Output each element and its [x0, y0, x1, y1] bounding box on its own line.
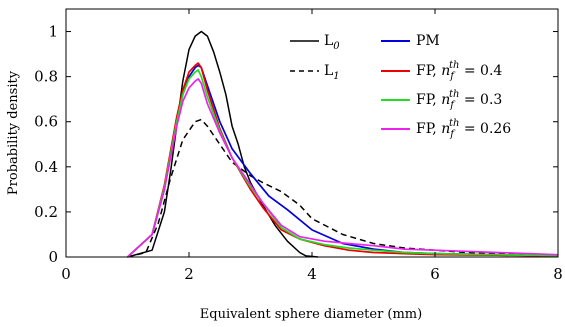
legend-label: L1: [324, 63, 340, 82]
legend-var: n: [441, 92, 450, 108]
plot-lines: [126, 30, 559, 258]
series-line-1: [127, 118, 559, 258]
legend-sub: 0: [333, 41, 340, 52]
legend-main: L: [324, 63, 333, 79]
legend-var-sub: f: [449, 129, 456, 140]
legend-main: FP,: [416, 92, 441, 108]
legend-sup: th: [449, 60, 459, 71]
axes: 0 2 4 6 8 0 0.2 0.4 0.6 0.8 1: [34, 9, 563, 283]
legend-value: = 0.4: [459, 63, 502, 79]
legend-label: PM: [416, 33, 440, 49]
legend-sup: th: [449, 118, 459, 129]
legend-entry-0: L0: [290, 33, 340, 52]
y-tick-label: 0: [48, 248, 58, 266]
y-tick-label: 0.8: [34, 68, 58, 86]
x-tick-label: 6: [430, 265, 440, 283]
x-tick-label: 4: [307, 265, 317, 283]
legend-label: L0: [324, 33, 340, 52]
y-axis-label: Probability density: [6, 70, 21, 195]
legend-value: = 0.3: [459, 92, 502, 108]
legend-main: FP,: [416, 63, 441, 79]
y-tick-label: 0.6: [34, 113, 58, 131]
x-axis-label: Equivalent sphere diameter (mm): [200, 307, 422, 322]
y-tick-label: 0.4: [34, 158, 58, 176]
legend-label: FP, nfth = 0.3: [416, 89, 502, 111]
legend-sup: th: [449, 89, 459, 100]
legend-main: L: [324, 33, 333, 49]
series-line-0: [127, 30, 319, 258]
legend-value: = 0.26: [459, 121, 511, 137]
legend-main: FP,: [416, 121, 441, 137]
legend-var-sub: f: [449, 100, 456, 111]
x-tick-label: 2: [184, 265, 194, 283]
y-tick-label: 1: [48, 23, 58, 41]
y-tick-label: 0.2: [34, 203, 58, 221]
series-line-5: [126, 78, 559, 258]
legend-label: FP, nfth = 0.26: [416, 118, 511, 140]
x-tick-label: 0: [61, 265, 71, 283]
legend-entry-3: FP, nfth = 0.4: [381, 60, 502, 82]
legend-var: n: [441, 63, 450, 79]
legend-label: FP, nfth = 0.4: [416, 60, 502, 82]
legend-entry-1: L1: [290, 63, 340, 82]
legend-sub: 1: [333, 71, 339, 82]
legend-main: PM: [416, 33, 440, 49]
legend-entry-5: FP, nfth = 0.26: [381, 118, 511, 140]
legend-var: n: [441, 121, 450, 137]
legend-entry-4: FP, nfth = 0.3: [381, 89, 502, 111]
legend-entry-2: PM: [381, 33, 440, 49]
x-tick-label: 8: [553, 265, 563, 283]
legend-var-sub: f: [449, 71, 456, 82]
